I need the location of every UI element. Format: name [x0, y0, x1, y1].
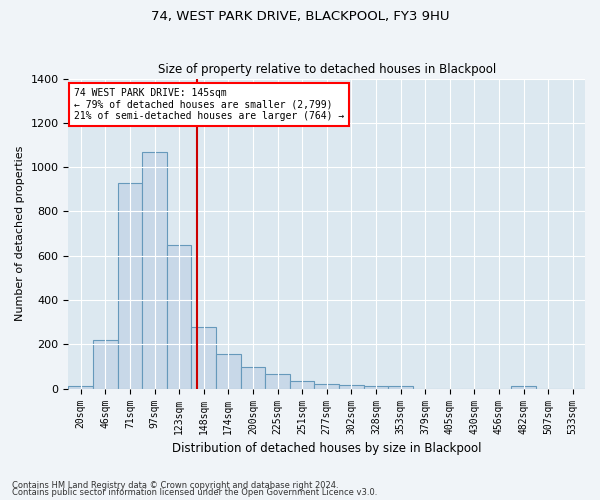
Bar	[93, 340, 118, 388]
X-axis label: Distribution of detached houses by size in Blackpool: Distribution of detached houses by size …	[172, 442, 481, 455]
Bar	[68, 386, 93, 388]
Bar	[241, 366, 265, 388]
Title: Size of property relative to detached houses in Blackpool: Size of property relative to detached ho…	[158, 63, 496, 76]
Text: 74 WEST PARK DRIVE: 145sqm
← 79% of detached houses are smaller (2,799)
21% of s: 74 WEST PARK DRIVE: 145sqm ← 79% of deta…	[74, 88, 344, 121]
Bar	[216, 354, 241, 388]
Bar	[265, 374, 290, 388]
Text: 74, WEST PARK DRIVE, BLACKPOOL, FY3 9HU: 74, WEST PARK DRIVE, BLACKPOOL, FY3 9HU	[151, 10, 449, 23]
Bar	[142, 152, 167, 388]
Bar	[167, 244, 191, 388]
Bar	[339, 386, 364, 388]
Bar	[191, 326, 216, 388]
Bar	[364, 386, 388, 388]
Bar	[511, 386, 536, 388]
Y-axis label: Number of detached properties: Number of detached properties	[15, 146, 25, 322]
Text: Contains HM Land Registry data © Crown copyright and database right 2024.: Contains HM Land Registry data © Crown c…	[12, 480, 338, 490]
Text: Contains public sector information licensed under the Open Government Licence v3: Contains public sector information licen…	[12, 488, 377, 497]
Bar	[118, 182, 142, 388]
Bar	[314, 384, 339, 388]
Bar	[290, 381, 314, 388]
Bar	[388, 386, 413, 388]
